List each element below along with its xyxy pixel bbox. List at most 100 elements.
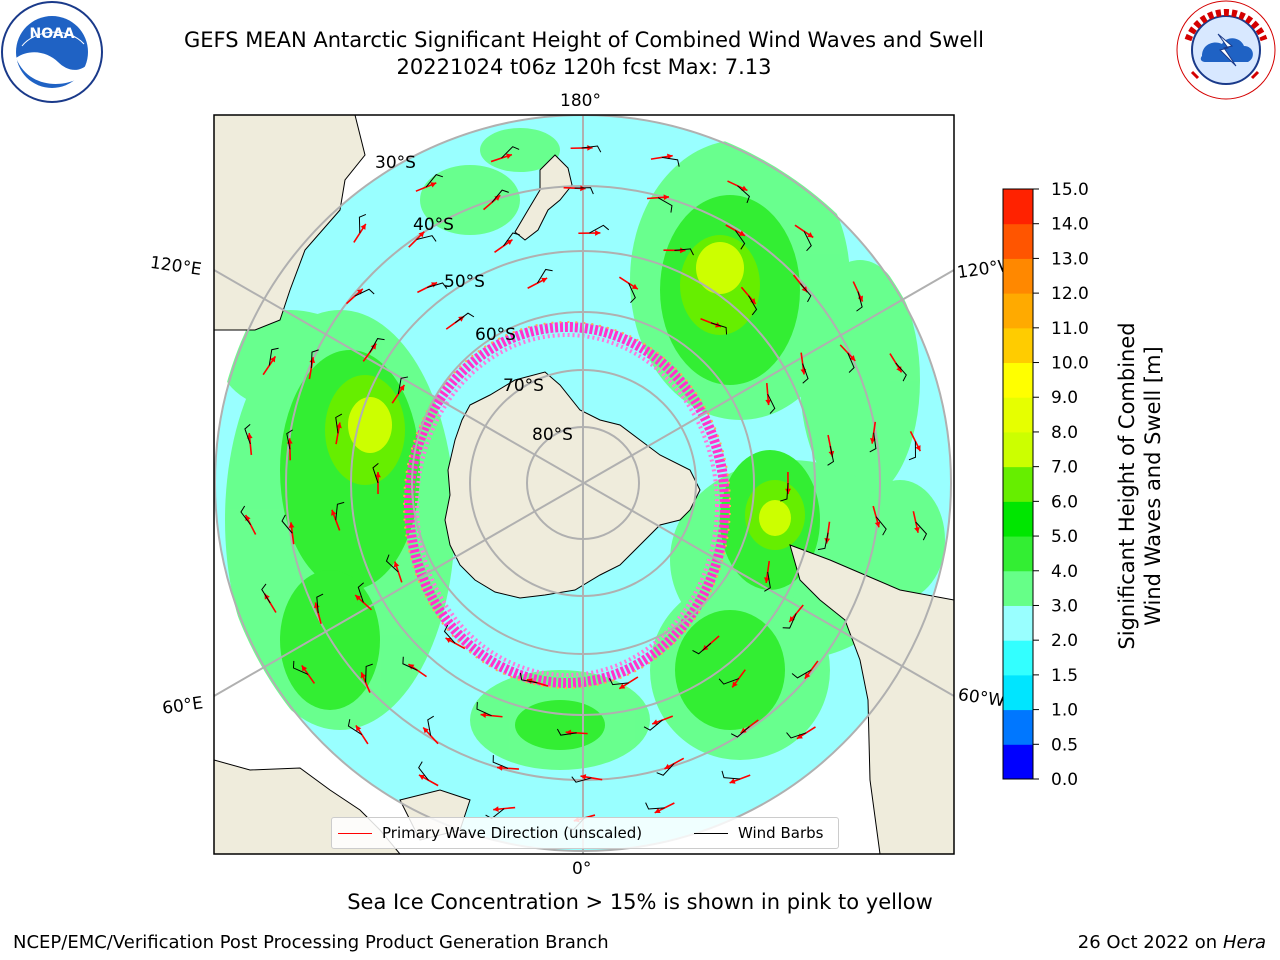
chart-subtitle: 20221024 t06z 120h fcst Max: 7.13 bbox=[396, 55, 772, 79]
lat-label-60s: 60°S bbox=[475, 325, 516, 345]
wave-direction-arrowhead bbox=[399, 384, 405, 391]
legend-label-wind-barbs: Wind Barbs bbox=[738, 824, 824, 842]
land bbox=[214, 115, 954, 854]
wind-barb bbox=[261, 583, 271, 604]
wind-barb bbox=[734, 230, 746, 250]
colorbar-tick-label: 12.0 bbox=[1051, 284, 1089, 304]
wind-barb bbox=[365, 663, 373, 683]
wind-barb bbox=[748, 295, 758, 316]
wind-barb bbox=[397, 376, 409, 395]
wave-direction-arrowhead bbox=[355, 595, 362, 601]
wind-barb bbox=[710, 322, 728, 335]
wave-direction-arrowhead bbox=[732, 681, 738, 688]
colorbar-tick-label: 9.0 bbox=[1051, 388, 1078, 408]
colorbar-tick-label: 11.0 bbox=[1051, 319, 1089, 339]
wave-direction-arrowhead bbox=[431, 282, 438, 288]
sea-ice-ring bbox=[403, 321, 731, 689]
wave-direction-arrowhead bbox=[309, 357, 316, 363]
wave-direction-arrowhead bbox=[750, 298, 756, 305]
wind-barb bbox=[817, 532, 829, 551]
wind-barb bbox=[385, 554, 399, 573]
colorbar-frame bbox=[1002, 188, 1034, 780]
wave-direction-arrows bbox=[240, 145, 928, 831]
wave-direction-arrowhead bbox=[445, 637, 452, 644]
wind-barb bbox=[571, 776, 592, 783]
legend-black-line-icon bbox=[694, 832, 728, 834]
colorbar-title: Significant Height of Combined Wind Wave… bbox=[1114, 286, 1166, 686]
wave-direction-arrowhead bbox=[654, 807, 661, 814]
colorbar-swatch bbox=[1003, 709, 1033, 745]
wind-barb bbox=[581, 145, 602, 153]
lat-label-80s: 80°S bbox=[532, 425, 573, 445]
wave-direction-arrowhead bbox=[729, 778, 736, 784]
wind-barb bbox=[847, 352, 855, 373]
wind-barb bbox=[536, 268, 553, 284]
map-frame bbox=[213, 114, 955, 855]
wave-direction-arrowhead bbox=[914, 526, 920, 533]
wave-direction-arrowhead bbox=[393, 561, 400, 568]
lon-label-0: 0° bbox=[572, 859, 591, 879]
colorbar-tick-label: 5.0 bbox=[1051, 527, 1078, 547]
wind-barb bbox=[416, 235, 437, 242]
colorbar-swatch bbox=[1003, 605, 1033, 641]
wave-direction-arrowhead bbox=[765, 399, 772, 406]
wind-barb bbox=[574, 187, 594, 195]
colorbar-tick-label: 3.0 bbox=[1051, 596, 1078, 616]
map-layers bbox=[214, 115, 954, 854]
wave-direction-arrowhead bbox=[741, 185, 748, 191]
wave-direction-arrowhead bbox=[493, 806, 499, 813]
lat-label-40s: 40°S bbox=[413, 215, 454, 235]
lat-label-30s: 30°S bbox=[375, 153, 416, 173]
sea-ice-caption: Sea Ice Concentration > 15% is shown in … bbox=[347, 890, 933, 914]
wave-direction-arrowhead bbox=[824, 537, 831, 544]
wind-barb bbox=[476, 702, 492, 717]
wind-barb bbox=[335, 501, 345, 521]
wave-direction-arrowhead bbox=[680, 247, 686, 254]
footer-date-text: 26 Oct 2022 on bbox=[1077, 932, 1218, 953]
wave-direction-arrowhead bbox=[430, 182, 437, 188]
latitude-labels: 30°S 40°S 50°S 60°S 70°S 80°S bbox=[375, 153, 573, 445]
wave-direction-arrowhead bbox=[915, 445, 921, 452]
wind-barb bbox=[799, 283, 812, 303]
legend-label-wave-direction: Primary Wave Direction (unscaled) bbox=[382, 824, 643, 842]
wind-barb bbox=[786, 732, 807, 739]
wind-barb bbox=[780, 482, 789, 502]
colorbar-swatch bbox=[1003, 674, 1033, 711]
wind-barb bbox=[869, 432, 877, 453]
wave-direction-arrowhead bbox=[631, 283, 638, 290]
lon-label-60e: 60°E bbox=[161, 693, 204, 718]
wave-direction-arrowhead bbox=[423, 727, 429, 734]
wave-direction-arrowhead bbox=[541, 277, 548, 284]
colorbar-swatch bbox=[1003, 293, 1033, 329]
colorbar-swatch bbox=[1003, 362, 1033, 398]
colorbar-swatch bbox=[1003, 501, 1033, 537]
noaa-wordmark: NOAA bbox=[30, 26, 75, 42]
wind-barb bbox=[737, 185, 750, 204]
footer-date: 26 Oct 2022 on Hera bbox=[1078, 932, 1266, 953]
graticule bbox=[214, 115, 954, 854]
wind-barb bbox=[427, 715, 434, 736]
wind-barb bbox=[827, 445, 835, 466]
wind-barb bbox=[369, 338, 385, 353]
wind-barb bbox=[316, 593, 324, 614]
wave-height-6-7m bbox=[348, 242, 791, 536]
wind-barb bbox=[856, 291, 863, 312]
wind-barb bbox=[661, 156, 680, 167]
wind-barb bbox=[454, 312, 475, 324]
wind-barb bbox=[240, 505, 252, 526]
colorbar-swatch bbox=[1003, 189, 1033, 225]
wind-barb bbox=[628, 282, 636, 304]
wave-direction-arrowhead bbox=[418, 231, 425, 238]
colorbar-swatch bbox=[1003, 431, 1033, 468]
wave-direction-arrowhead bbox=[807, 232, 814, 238]
wind-barb bbox=[692, 642, 712, 655]
wave-direction-arrowhead bbox=[580, 774, 587, 780]
wind-barb bbox=[425, 174, 444, 188]
wind-barb bbox=[895, 362, 907, 382]
colorbar-tick-label: 0.5 bbox=[1051, 735, 1078, 755]
colorbar-tick-label: 15.0 bbox=[1051, 180, 1089, 200]
colorbar-tick-label: 7.0 bbox=[1051, 458, 1078, 478]
wind-barb bbox=[656, 763, 675, 776]
wind-barb bbox=[645, 802, 665, 810]
wave-direction-arrowhead bbox=[331, 509, 337, 516]
